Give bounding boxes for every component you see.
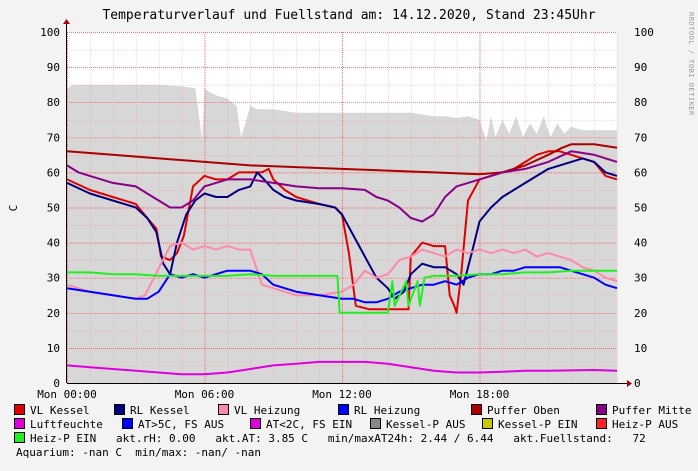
legend-swatch (596, 418, 607, 429)
legend-label: Puffer Mitte (612, 404, 692, 417)
y-tick-label: 90 (47, 61, 60, 74)
x-tick-label: Mon 06:00 (175, 388, 235, 400)
legend-swatch (482, 418, 493, 429)
legend-swatch (370, 418, 381, 429)
y-tick-label: 70 (47, 131, 60, 144)
legend-item: Kessel-P AUS (370, 418, 465, 431)
y-tick-label: 80 (47, 96, 60, 109)
legend-item: Kessel-P EIN (482, 418, 577, 431)
legend-label: VL Heizung (234, 404, 301, 417)
y-tick-label: 20 (47, 307, 60, 320)
chart-canvas: 0 0 10 10 20 20 30 30 40 40 50 50 60 60 70 70 80 80 90 90 10… (7, 19, 654, 400)
y-tick-label: 10 (47, 342, 60, 355)
y-tick-label: 60 (47, 166, 60, 179)
status-info-line: akt.rH: 0.00 akt.AT: 3.85 C min/maxAT24h… (116, 432, 646, 445)
legend-item: Luftfeuchte (14, 418, 103, 431)
y-tick-label-right: 70 (634, 131, 647, 144)
series-line-luftfeuchte (66, 360, 618, 376)
series-line-heiz-p-ein (67, 269, 617, 314)
chart-title: Temperaturverlauf und Fuellstand am: 14.… (102, 8, 596, 23)
y-tick-label: 100 (40, 26, 60, 39)
x-tick-label: Mon 00:00 (37, 388, 97, 400)
legend-label: RL Kessel (130, 404, 190, 417)
y-tick-label: 30 (47, 272, 60, 285)
y-tick-label-right: 60 (634, 166, 647, 179)
legend-swatch (14, 432, 25, 443)
x-axis-arrow (627, 380, 632, 387)
legend-item: AT>5C, FS AUS (122, 418, 224, 431)
y-tick-label: 40 (47, 237, 60, 250)
legend-swatch (14, 404, 25, 415)
legend-label: Kessel-P AUS (386, 418, 466, 431)
y-tick-label-right: 0 (634, 377, 641, 390)
legend-swatch (14, 418, 25, 429)
legend-item: AT<2C, FS EIN (250, 418, 352, 431)
aquarium-info-line: Aquarium: -nan C min/max: -nan/ -nan (16, 446, 262, 459)
y-tick-label-right: 90 (634, 61, 647, 74)
legend-swatch (218, 404, 229, 415)
fuellstand-area (67, 84, 617, 383)
x-tick-label: Mon 12:00 (312, 388, 372, 400)
series-line-vl-kessel (66, 150, 618, 314)
series-line-rl-kessel (66, 157, 618, 300)
legend-swatch (596, 404, 607, 415)
watermark: RRDTOOL / TOBI OETIKER (687, 12, 695, 116)
y-tick-label-right: 20 (634, 307, 647, 320)
y-tick-label: 0 (53, 377, 60, 390)
legend-item: VL Heizung (218, 404, 300, 417)
legend-label: RL Heizung (354, 404, 421, 417)
y-tick-label-right: 100 (634, 26, 654, 39)
legend-item: Puffer Oben (471, 404, 560, 417)
legend-swatch (250, 418, 261, 429)
legend-swatch (471, 404, 482, 415)
legend-label: Luftfeuchte (30, 418, 103, 431)
legend-label: Heiz-P AUS (612, 418, 679, 431)
legend-swatch (114, 404, 125, 415)
legend-label: AT>5C, FS AUS (138, 418, 225, 431)
legend-swatch (338, 404, 349, 415)
y-tick-label-right: 40 (634, 237, 647, 250)
x-tick-label: Mon 18:00 (450, 388, 510, 400)
y-tick-label-right: 10 (634, 342, 647, 355)
legend-item: RL Kessel (114, 404, 190, 417)
legend-label: AT<2C, FS EIN (266, 418, 353, 431)
legend-swatch (122, 418, 133, 429)
legend-label: VL Kessel (30, 404, 90, 417)
y-axis-label: C (7, 205, 20, 212)
y-tick-label-right: 80 (634, 96, 647, 109)
legend-item: Heiz-P EIN (14, 432, 96, 445)
legend-item: VL Kessel (14, 404, 90, 417)
legend-label: Puffer Oben (487, 404, 560, 417)
series-line-puffer-oben (66, 143, 618, 176)
legend-label: Heiz-P EIN (30, 432, 97, 445)
legend-item: Puffer Mitte (596, 404, 691, 417)
series-line-rl-heizung (66, 266, 618, 304)
series-line-vl-heizung (66, 241, 618, 300)
y-tick-label-right: 30 (634, 272, 647, 285)
legend-item: Heiz-P AUS (596, 418, 678, 431)
y-tick-label: 50 (47, 202, 60, 215)
legend-label: Kessel-P EIN (498, 418, 578, 431)
y-axis-arrow (63, 19, 70, 24)
legend-item: RL Heizung (338, 404, 420, 417)
series-line-puffer-mitte (66, 150, 618, 223)
y-tick-label-right: 50 (634, 202, 647, 215)
